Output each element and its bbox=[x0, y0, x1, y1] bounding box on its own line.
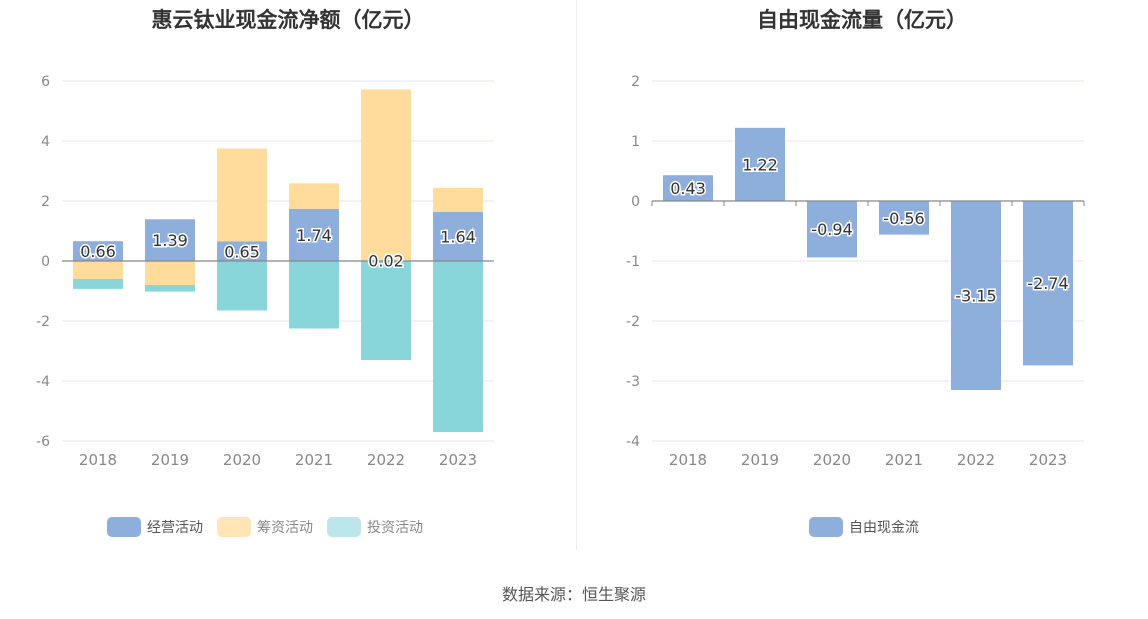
legend-item-financing[interactable]: 筹资活动 bbox=[217, 517, 313, 537]
right-x-tick-label: 2021 bbox=[885, 451, 923, 469]
right-data-label: -3.15 bbox=[955, 287, 996, 306]
right-y-tick-label: 0 bbox=[631, 194, 640, 210]
left-x-tick-label: 2023 bbox=[439, 451, 477, 469]
left-chart-title: 惠云钛业现金流净额（亿元） bbox=[151, 8, 425, 32]
legend-label-operating: 经营活动 bbox=[147, 520, 203, 536]
data-source-note: 数据来源：恒生聚源 bbox=[501, 585, 646, 604]
left-x-tick-label: 2019 bbox=[151, 451, 189, 469]
legend-label-financing: 筹资活动 bbox=[257, 520, 313, 536]
left-y-tick-label: 4 bbox=[41, 134, 50, 150]
legend-label-investing: 投资活动 bbox=[367, 520, 423, 536]
left-x-tick-label: 2022 bbox=[367, 451, 405, 469]
right-y-tick-label: -1 bbox=[626, 254, 640, 270]
left-bar-operating-2023 bbox=[433, 211, 483, 261]
right-x-tick-label: 2020 bbox=[813, 451, 851, 469]
left-bar-financing-2021 bbox=[289, 183, 339, 209]
left-bar-financing-2020 bbox=[217, 148, 267, 242]
right-data-label: -2.74 bbox=[1027, 274, 1068, 293]
left-x-tick-label: 2020 bbox=[223, 451, 261, 469]
left-data-label: 0.65 bbox=[224, 242, 260, 261]
right-x-tick-label: 2023 bbox=[1029, 451, 1067, 469]
right-x-tick-label: 2022 bbox=[957, 451, 995, 469]
left-bar-operating-2018 bbox=[73, 241, 123, 261]
legend-swatch-fcf bbox=[809, 517, 843, 537]
left-y-tick-label: -4 bbox=[36, 374, 50, 390]
right-bar-fcf-2018 bbox=[663, 175, 713, 201]
right-y-tick-label: 2 bbox=[631, 74, 640, 90]
chart-divider bbox=[576, 0, 577, 550]
legend-item-investing[interactable]: 投资活动 bbox=[327, 517, 423, 537]
left-data-label: 1.64 bbox=[440, 227, 476, 246]
legend-swatch-operating bbox=[107, 517, 141, 537]
right-chart-legend: 自由现金流 bbox=[802, 517, 926, 537]
left-bar-investing-2019 bbox=[145, 285, 195, 292]
legend-item-fcf[interactable]: 自由现金流 bbox=[809, 517, 919, 537]
left-bar-investing-2023 bbox=[433, 261, 483, 432]
right-data-label: -0.94 bbox=[811, 220, 852, 239]
left-bar-financing-2022 bbox=[361, 89, 411, 261]
left-y-tick-label: -6 bbox=[36, 434, 50, 450]
left-bar-financing-2018 bbox=[73, 261, 123, 279]
right-x-tick-label: 2019 bbox=[741, 451, 779, 469]
right-y-tick-label: -3 bbox=[626, 374, 640, 390]
left-bar-financing-2023 bbox=[433, 187, 483, 212]
right-x-tick-label: 2018 bbox=[669, 451, 707, 469]
left-data-label: 0.66 bbox=[80, 242, 116, 261]
left-y-tick-label: 6 bbox=[41, 74, 50, 90]
legend-label-fcf: 自由现金流 bbox=[849, 520, 919, 536]
legend-item-operating[interactable]: 经营活动 bbox=[107, 517, 203, 537]
left-bar-investing-2022 bbox=[361, 261, 411, 360]
right-y-tick-label: -2 bbox=[626, 314, 640, 330]
left-y-tick-label: 2 bbox=[41, 194, 50, 210]
left-chart-legend: 经营活动 筹资活动 投资活动 bbox=[100, 517, 430, 537]
left-x-tick-label: 2021 bbox=[295, 451, 333, 469]
right-bar-fcf-2020 bbox=[807, 201, 857, 258]
left-bar-operating-2020 bbox=[217, 241, 267, 261]
right-bar-fcf-2022 bbox=[951, 201, 1001, 390]
left-x-tick-label: 2018 bbox=[79, 451, 117, 469]
left-data-label: 0.02 bbox=[368, 252, 404, 271]
right-y-tick-label: -4 bbox=[626, 434, 640, 450]
left-data-label: 1.39 bbox=[152, 231, 188, 250]
right-chart-title: 自由现金流量（亿元） bbox=[757, 8, 967, 32]
left-bar-financing-2019 bbox=[145, 261, 195, 285]
left-data-label: 1.74 bbox=[296, 226, 332, 245]
left-bar-operating-2021 bbox=[289, 208, 339, 261]
right-bar-fcf-2023 bbox=[1023, 201, 1073, 366]
right-data-label: 1.22 bbox=[742, 155, 778, 174]
right-bar-fcf-2021 bbox=[879, 201, 929, 235]
legend-swatch-financing bbox=[217, 517, 251, 537]
left-y-tick-label: -2 bbox=[36, 314, 50, 330]
left-bar-investing-2018 bbox=[73, 279, 123, 289]
legend-swatch-investing bbox=[327, 517, 361, 537]
right-data-label: 0.43 bbox=[670, 179, 706, 198]
right-y-tick-label: 1 bbox=[631, 134, 640, 150]
left-bar-operating-2019 bbox=[145, 219, 195, 261]
left-y-tick-label: 0 bbox=[41, 254, 50, 270]
right-bar-fcf-2019 bbox=[735, 127, 785, 201]
right-data-label: -0.56 bbox=[883, 209, 924, 228]
left-bar-investing-2020 bbox=[217, 261, 267, 311]
left-bar-investing-2021 bbox=[289, 261, 339, 329]
